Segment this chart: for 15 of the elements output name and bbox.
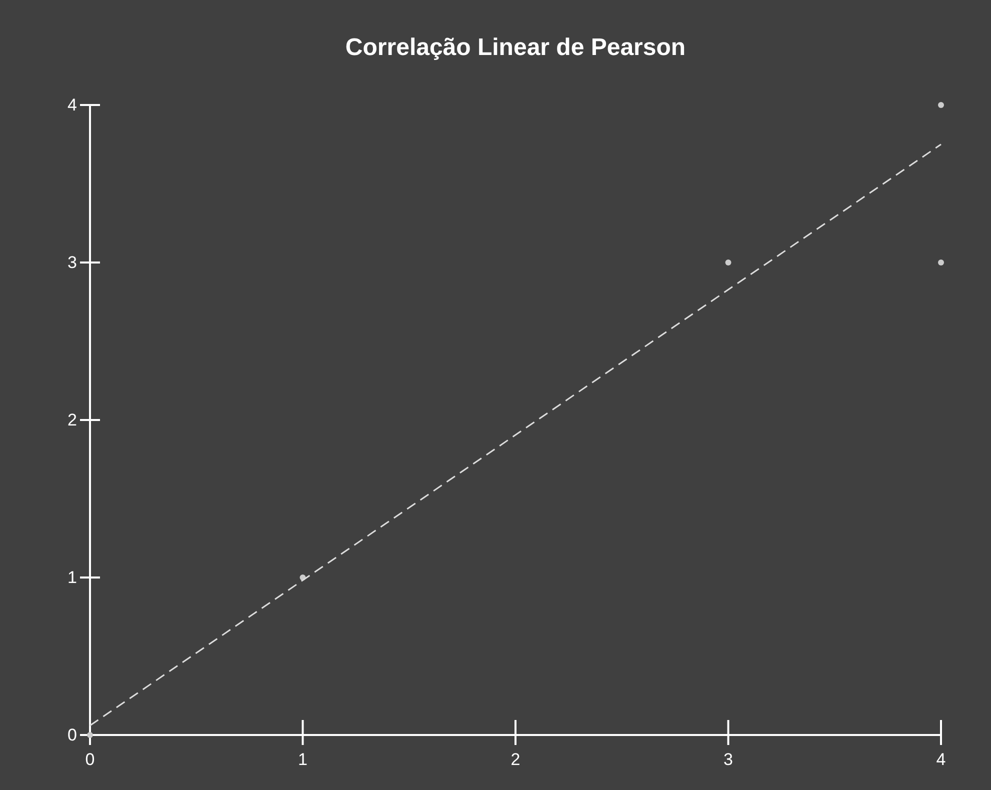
y-tick-label: 0 bbox=[68, 725, 77, 744]
x-tick-label: 1 bbox=[298, 750, 308, 769]
point bbox=[725, 260, 732, 266]
y-tick-label: 4 bbox=[68, 95, 77, 114]
x-tick-label: 0 bbox=[85, 750, 95, 769]
chart-title: Correlação Linear de Pearson bbox=[345, 34, 686, 61]
x-tick-label: 4 bbox=[936, 750, 946, 769]
y-tick-label: 2 bbox=[68, 410, 77, 430]
y-tick-label: 1 bbox=[68, 568, 77, 587]
y-tick-label: 3 bbox=[68, 252, 77, 272]
point bbox=[938, 102, 944, 108]
x-tick-label: 3 bbox=[724, 750, 733, 769]
point bbox=[938, 260, 944, 266]
point bbox=[87, 732, 93, 738]
x-tick-label: 2 bbox=[510, 750, 520, 769]
